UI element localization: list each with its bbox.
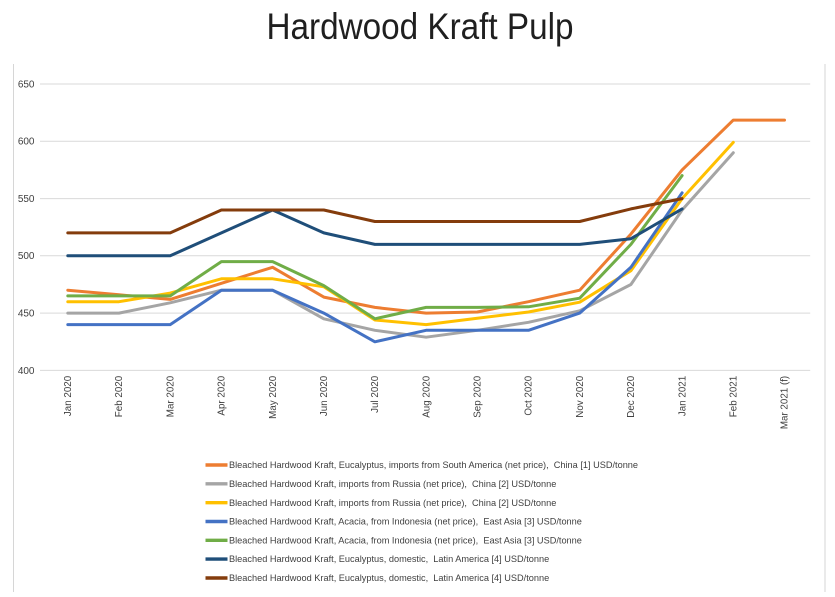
svg-text:May 2020: May 2020: [268, 375, 279, 419]
svg-text:Aug 2020: Aug 2020: [421, 375, 432, 417]
svg-text:Dec 2020: Dec 2020: [626, 375, 637, 417]
svg-text:Oct 2020: Oct 2020: [524, 375, 535, 415]
svg-text:Bleached Hardwood Kraft, Acaci: Bleached Hardwood Kraft, Acacia, from In…: [229, 535, 582, 545]
svg-text:400: 400: [18, 366, 35, 377]
svg-text:Mar 2020: Mar 2020: [165, 375, 176, 417]
svg-text:Jun 2020: Jun 2020: [319, 375, 330, 416]
svg-text:550: 550: [18, 194, 35, 205]
svg-text:500: 500: [18, 251, 35, 262]
svg-text:Bleached Hardwood Kraft, impor: Bleached Hardwood Kraft, imports from Ru…: [229, 479, 556, 489]
svg-text:450: 450: [18, 309, 35, 320]
svg-text:Jan 2020: Jan 2020: [63, 375, 74, 416]
svg-text:Mar 2021 (f): Mar 2021 (f): [780, 376, 791, 429]
svg-text:Apr 2020: Apr 2020: [217, 375, 228, 415]
svg-text:Nov 2020: Nov 2020: [575, 375, 586, 417]
svg-text:Jul 2020: Jul 2020: [370, 375, 381, 413]
svg-text:600: 600: [18, 137, 35, 148]
svg-text:Sep 2020: Sep 2020: [473, 375, 484, 417]
svg-text:Bleached Hardwood Kraft, Eucal: Bleached Hardwood Kraft, Eucalyptus, dom…: [229, 573, 549, 583]
svg-text:Feb 2021: Feb 2021: [729, 376, 740, 417]
svg-text:Bleached Hardwood Kraft, Acaci: Bleached Hardwood Kraft, Acacia, from In…: [229, 517, 582, 527]
svg-text:Bleached Hardwood Kraft, impor: Bleached Hardwood Kraft, imports from Ru…: [229, 498, 556, 508]
svg-text:Bleached Hardwood Kraft, Eucal: Bleached Hardwood Kraft, Eucalyptus, imp…: [229, 460, 638, 470]
svg-text:Bleached Hardwood Kraft, Eucal: Bleached Hardwood Kraft, Eucalyptus, dom…: [229, 554, 549, 564]
svg-text:Jan 2021: Jan 2021: [677, 376, 688, 416]
svg-text:Feb 2020: Feb 2020: [114, 375, 125, 417]
svg-text:Hardwood Kraft Pulp: Hardwood Kraft Pulp: [267, 6, 574, 47]
svg-text:650: 650: [18, 79, 35, 90]
